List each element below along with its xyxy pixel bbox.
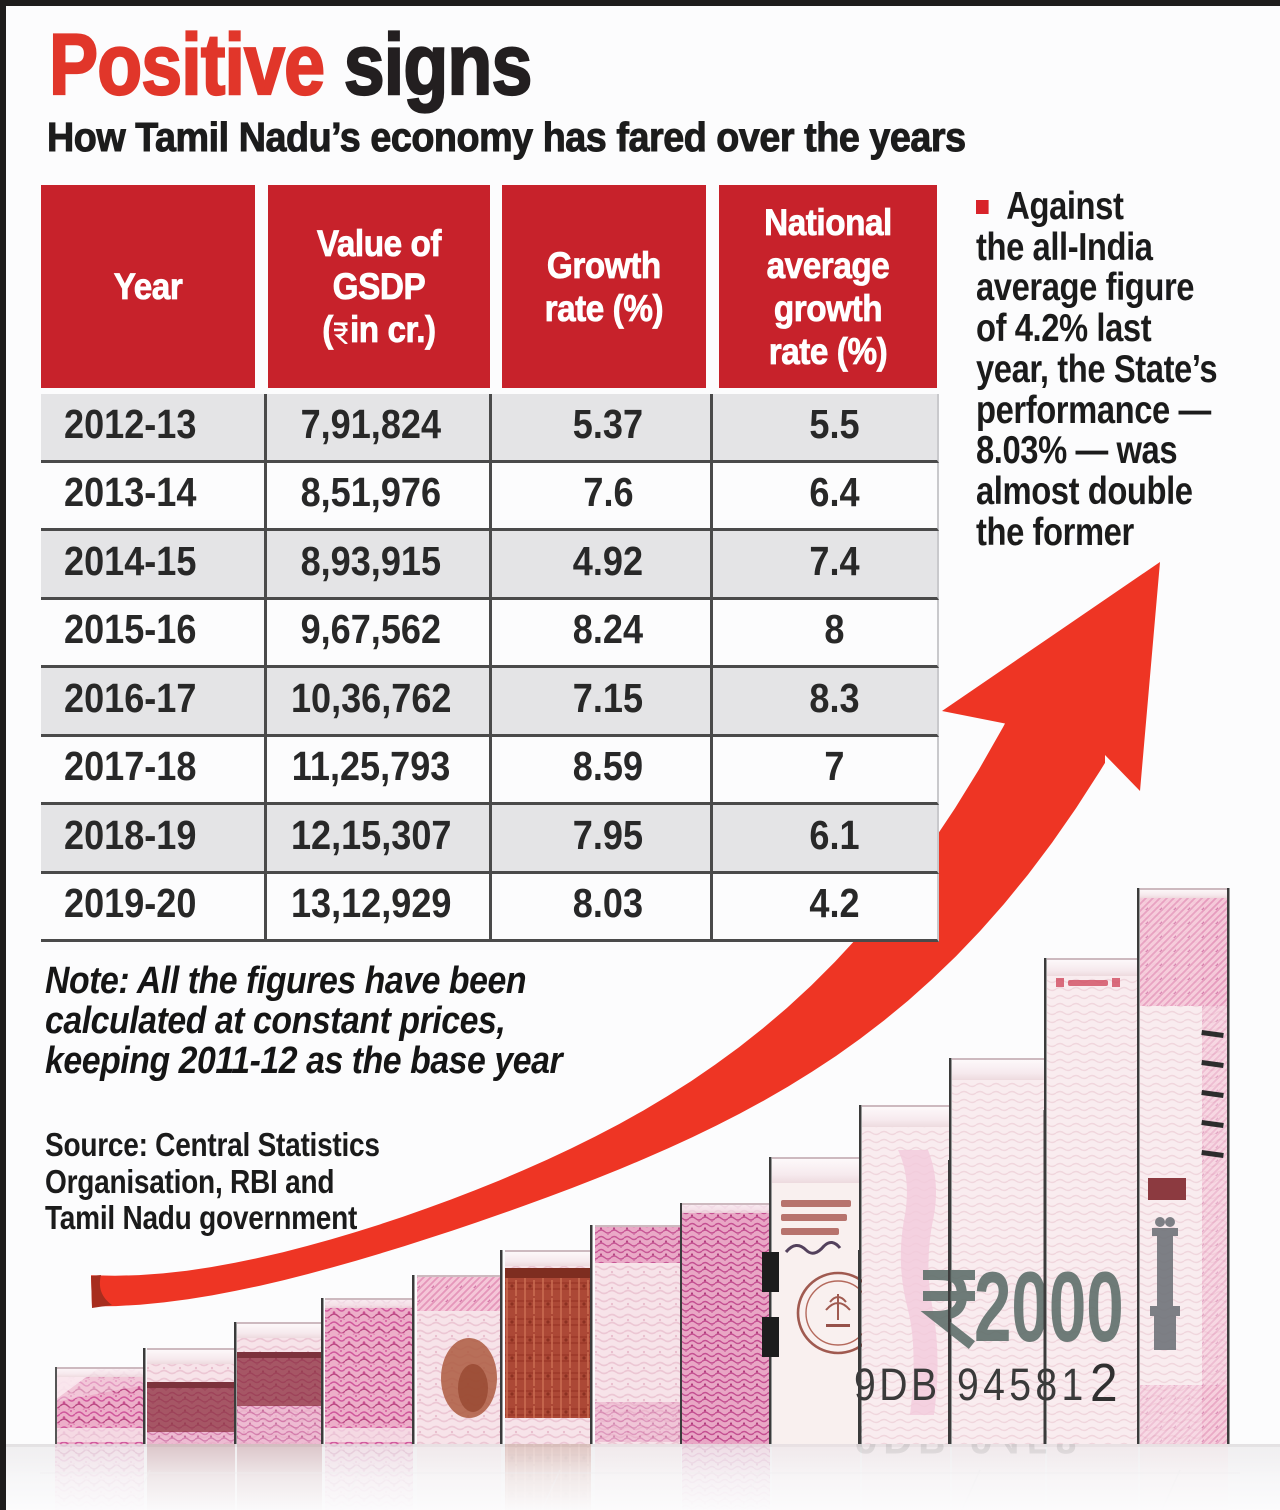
svg-text:94581: 94581: [957, 1359, 1088, 1409]
svg-text:2000: 2000: [974, 1251, 1124, 1362]
svg-text:9DB: 9DB: [854, 1359, 941, 1409]
svg-text:2: 2: [1090, 1352, 1118, 1412]
